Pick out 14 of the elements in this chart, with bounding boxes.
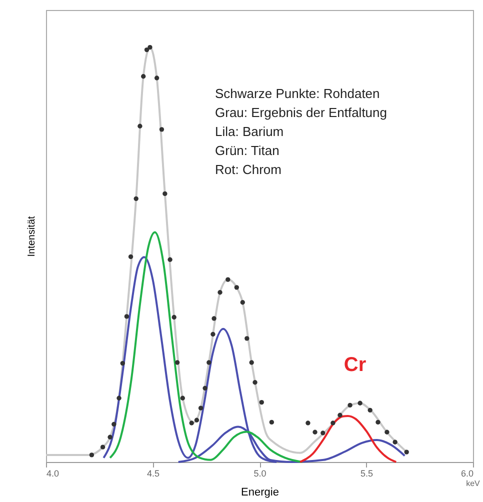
annotation: Schwarze Punkte: Rohdaten [215,86,380,101]
x-tick-label: 5.5 [360,468,374,478]
x-tick-label: 6.0 [460,468,474,478]
x-tick-label: 5.0 [254,468,266,478]
annotation: Lila: Barium [215,124,284,139]
x-axis-title: Energie [241,486,279,498]
x-tick-label: 4.5 [146,468,160,478]
annotation: Rot: Chrom [215,162,282,177]
annotation: Grün: Titan [215,143,280,158]
x-tick-label: 4.0 [46,468,60,478]
text: keV [466,479,481,488]
annotation: Cr [344,354,366,376]
y-axis-title: Intensität [26,216,38,257]
annotation: Grau: Ergebnis der Entfaltung [215,105,387,120]
